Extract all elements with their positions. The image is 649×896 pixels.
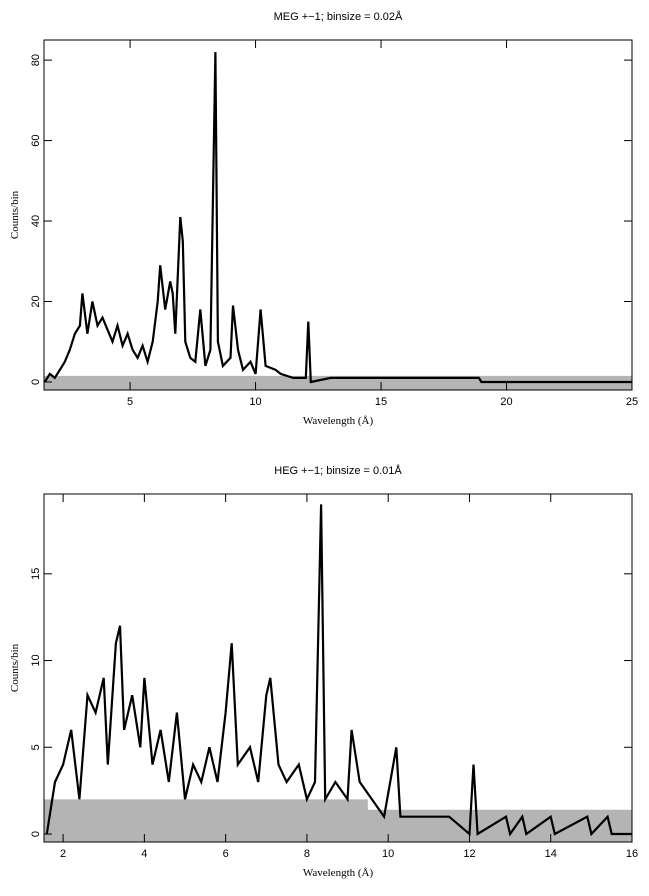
x-tick-label: 15 [375, 396, 387, 408]
y-tick-label: 5 [30, 744, 42, 750]
y-axis-label: Counts/bin [9, 190, 21, 239]
background-band [44, 375, 632, 390]
x-tick-label: 6 [223, 848, 229, 860]
y-tick-label: 15 [30, 568, 42, 580]
plot-frame [43, 493, 633, 843]
spectrum-line [45, 504, 632, 837]
x-axis-label: Wavelength (Å) [303, 867, 374, 879]
y-tick-label: 0 [30, 379, 42, 385]
x-tick-label: 16 [626, 848, 638, 860]
x-tick-label: 10 [382, 848, 394, 860]
x-tick-label: 14 [545, 848, 557, 860]
x-tick-label: 2 [60, 848, 66, 860]
chart-title: MEG +−1; binsize = 0.02Å [274, 10, 403, 23]
x-tick-label: 5 [127, 396, 133, 408]
spectrum-line [43, 52, 632, 384]
y-tick-label: 60 [30, 134, 42, 146]
x-tick-label: 8 [304, 848, 310, 860]
x-tick-label: 20 [500, 396, 512, 408]
y-axis-label: Counts/bin [9, 643, 21, 692]
x-tick-label: 25 [626, 396, 638, 408]
y-tick-label: 80 [30, 54, 42, 66]
x-tick-label: 10 [249, 396, 261, 408]
y-tick-label: 10 [30, 654, 42, 666]
x-tick-label: 12 [463, 848, 475, 860]
x-axis-label: Wavelength (Å) [303, 415, 374, 427]
y-tick-label: 40 [30, 215, 42, 227]
background-band [44, 799, 632, 842]
x-tick-label: 4 [141, 848, 147, 860]
y-tick-label: 20 [30, 295, 42, 307]
y-tick-label: 0 [30, 831, 42, 837]
chart-title: HEG +−1; binsize = 0.01Å [274, 464, 402, 477]
plot-frame [43, 39, 633, 391]
